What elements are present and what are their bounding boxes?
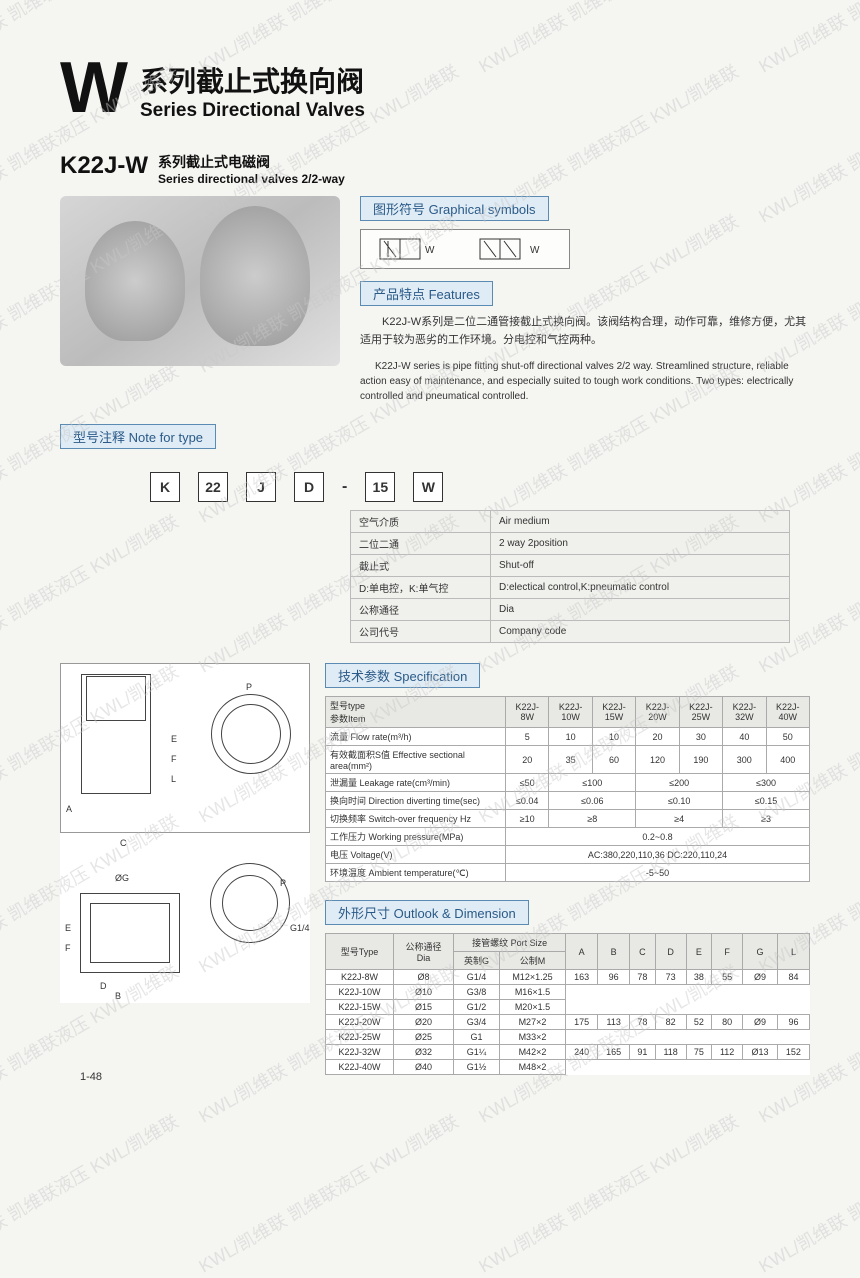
label-outlook: 外形尺寸 Outlook & Dimension: [325, 900, 529, 925]
title-w: W: [60, 60, 128, 118]
type-table: 空气介质Air medium二位二通2 way 2position截止式Shut…: [350, 510, 790, 643]
spec-table: 型号type参数ItemK22J-8WK22J-10WK22J-15WK22J-…: [325, 696, 810, 882]
features-cn: K22J-W系列是二位二通管接截止式换向阀。该阀结构合理，动作可靠，维修方便，尤…: [360, 314, 810, 349]
dimension-table: 型号Type公称通径Dia接管螺纹 Port SizeABCDEFGL英制G公制…: [325, 933, 810, 1075]
svg-text:W: W: [530, 245, 540, 256]
label-note: 型号注释 Note for type: [60, 424, 216, 449]
label-features: 产品特点 Features: [360, 281, 493, 306]
sub-en: Series directional valves 2/2-way: [158, 172, 345, 186]
sub-cn: 系列截止式电磁阀: [158, 152, 345, 172]
page-number: 1-48: [80, 1071, 102, 1083]
features-en: K22J-W series is pipe fitting shut-off d…: [360, 359, 810, 404]
title-cn: 系列截止式换向阀: [140, 60, 365, 100]
svg-text:W: W: [425, 245, 435, 256]
type-code-row: K22JD-15W: [150, 472, 810, 502]
dimension-diagram-2: C ØG D B E F G1/4 P: [60, 833, 310, 1003]
dimension-diagram-1: A E F L P: [60, 663, 310, 833]
title-en: Series Directional Valves: [140, 100, 365, 122]
product-image: [60, 196, 340, 366]
label-graphical: 图形符号 Graphical symbols: [360, 196, 549, 221]
symbol-diagram: W W: [360, 229, 570, 269]
sub-model: K22J-W: [60, 152, 148, 180]
label-spec: 技术参数 Specification: [325, 663, 480, 688]
